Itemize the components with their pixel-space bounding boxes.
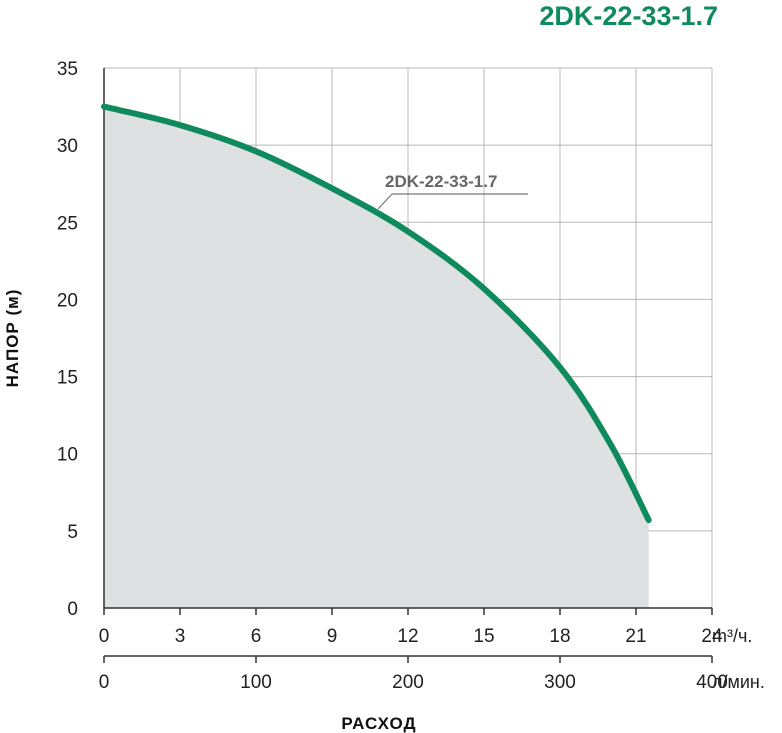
x-tick-label: 6 (251, 626, 262, 647)
area-fill (104, 106, 649, 608)
x2-tick-label: 200 (392, 672, 424, 693)
x-tick-label: 21 (625, 626, 646, 647)
x-unit-label: m³/ч. (712, 626, 752, 646)
x-tick-label: 18 (549, 626, 570, 647)
y-axis-title: НАПОР (м) (3, 289, 22, 388)
y-tick-label: 5 (67, 522, 78, 543)
y-tick-label: 35 (57, 59, 78, 80)
axes (103, 68, 713, 663)
labels: 0 5 10 15 20 25 30 35 0 3 6 9 12 15 18 21 24 0 100 200 300 40… (57, 59, 728, 693)
y-tick-label: 30 (57, 136, 78, 157)
x2-tick-label: 100 (240, 672, 272, 693)
callout-leader (377, 193, 393, 210)
chart-title: 2DK-22-33-1.7 (539, 1, 718, 31)
y-tick-label: 10 (57, 445, 78, 466)
x-tick-label: 24 (701, 626, 723, 647)
y-tick-label: 25 (57, 213, 78, 234)
series-line (101, 103, 652, 524)
y-tick-label: 20 (57, 290, 78, 311)
x-tick-label: 9 (327, 626, 338, 647)
x2-tick-label: 300 (544, 672, 576, 693)
y-tick-label: 0 (67, 599, 78, 620)
x-tick-label: 3 (175, 626, 186, 647)
curve-layer (101, 103, 652, 524)
y-tick-label: 15 (57, 368, 78, 389)
x2-unit-label: л/мин. (712, 672, 765, 692)
x-tick-label: 0 (99, 626, 110, 647)
x-axis-title: РАСХОД (341, 714, 416, 733)
x-tick-label: 12 (397, 626, 418, 647)
x2-tick-label: 400 (696, 672, 728, 693)
curve-area (104, 106, 649, 608)
x-tick-label: 15 (473, 626, 494, 647)
series-label: 2DK-22-33-1.7 (385, 172, 497, 191)
x2-tick-label: 0 (99, 672, 110, 693)
